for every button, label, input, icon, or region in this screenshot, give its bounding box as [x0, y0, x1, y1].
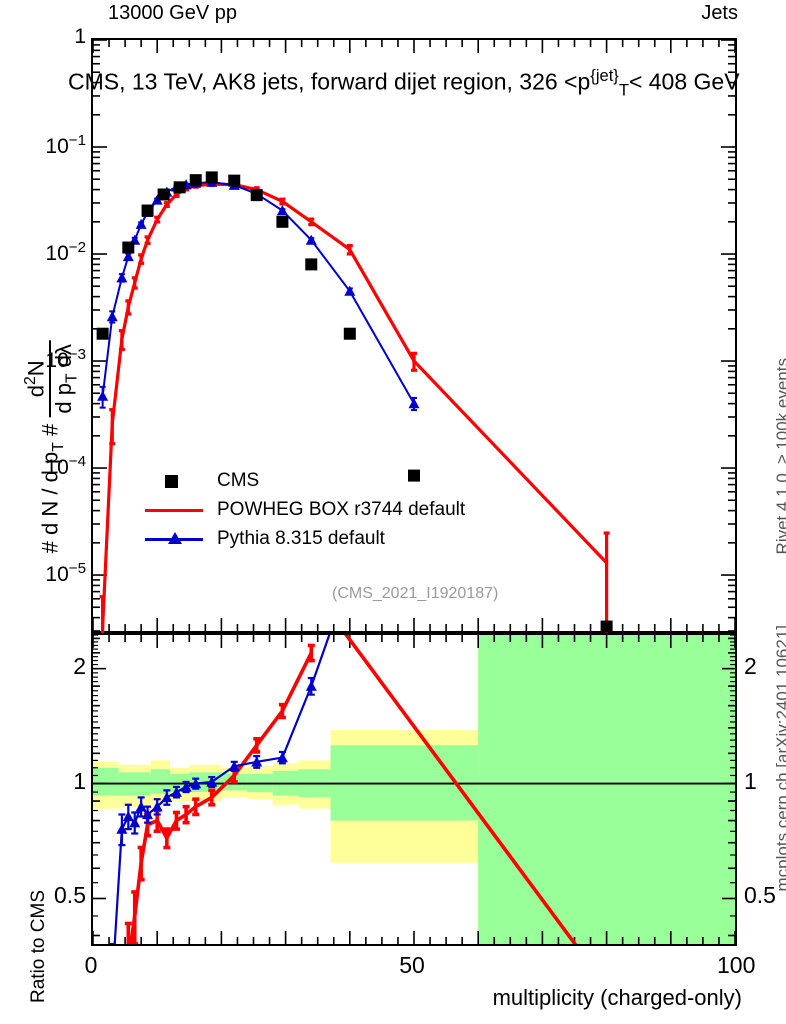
mcplots-reference-label: mcplots.cern.ch [arXiv:2401.10621]	[752, 320, 786, 891]
x-tick-label-2: 100	[717, 952, 756, 978]
analysis-id-watermark: (CMS_2021_I1920187)	[332, 585, 499, 602]
y-axis-title-hash: #	[37, 423, 63, 436]
ratio-plot-panel	[91, 633, 737, 946]
plot-title-sub: T	[618, 80, 629, 100]
y-axis-title-den: d p	[51, 383, 77, 414]
ratio-pythia-extension	[310, 635, 331, 687]
ratio-y-tick-label-left-2: 2	[73, 652, 86, 679]
plot-title: CMS, 13 TeV, AK8 jets, forward dijet reg…	[68, 66, 740, 100]
y-axis-title-num-sup: 2	[22, 376, 39, 386]
ratio-y-axis-title-text: Ratio to CMS	[28, 890, 49, 1003]
plot-title-post: < 408 GeV	[628, 68, 740, 95]
legend-label-cms: CMS	[217, 469, 260, 491]
legend: CMS POWHEG BOX r3744 default Pythia 8.31…	[143, 466, 465, 553]
x-axis-title: multiplicity (charged-only)	[492, 985, 742, 1010]
ratio-y-ticks	[93, 635, 735, 944]
legend-item-pythia[interactable]: Pythia 8.315 default	[143, 524, 465, 553]
analysis-category-label: Jets	[701, 2, 738, 24]
y-axis-title-prefix: # d N / d p	[37, 451, 63, 554]
beam-energy-label: 13000 GeV pp	[108, 2, 237, 24]
series-cms	[96, 171, 613, 633]
plot-title-pre: CMS, 13 TeV, AK8 jets, forward dijet reg…	[68, 68, 591, 95]
mcplots-reference-text: mcplots.cern.ch [arXiv:2401.10621]	[773, 625, 786, 892]
plot-title-sup: {jet}	[590, 66, 619, 85]
y-axis-title-den-sub: T	[63, 373, 81, 384]
legend-label-powheg: POWHEG BOX r3744 default	[217, 498, 466, 520]
y-axis-title-den2: d	[51, 355, 77, 374]
ratio-plot-canvas	[93, 635, 735, 944]
legend-item-powheg[interactable]: POWHEG BOX r3744 default	[143, 495, 465, 524]
y-axis-title-num-d: d	[23, 385, 49, 398]
legend-label-pythia: Pythia 8.315 default	[217, 527, 385, 549]
ratio-series-pythia	[108, 676, 317, 944]
ratio-powheg-extension	[344, 635, 578, 944]
y-tick-label-1: 10−1	[45, 132, 86, 158]
y-axis-title-prefix-sub: T	[50, 442, 68, 452]
legend-item-cms[interactable]: CMS	[143, 466, 465, 495]
y-tick-label-5: 10−5	[45, 560, 86, 587]
legend-marker-line-triangle-icon	[143, 529, 205, 549]
ratio-y-tick-label-left-1: 1	[73, 767, 86, 794]
x-tick-label-1: 50	[399, 952, 425, 978]
y-tick-label-2: 10−2	[45, 239, 86, 266]
x-tick-label-0: 0	[84, 952, 98, 978]
legend-marker-square-icon	[143, 471, 205, 491]
main-plot-panel	[91, 38, 737, 736]
y-axis-title: # d N / d pT # d2N d pT dλ	[0, 40, 81, 553]
ratio-y-axis-title: Ratio to CMS	[6, 700, 49, 1003]
y-axis-title-num-n: N	[23, 360, 49, 377]
y-tick-label-0: 1	[74, 25, 86, 48]
main-y-ticks	[92, 39, 736, 632]
legend-marker-line-icon	[143, 500, 205, 520]
y-axis-title-lambda: λ	[51, 344, 77, 355]
